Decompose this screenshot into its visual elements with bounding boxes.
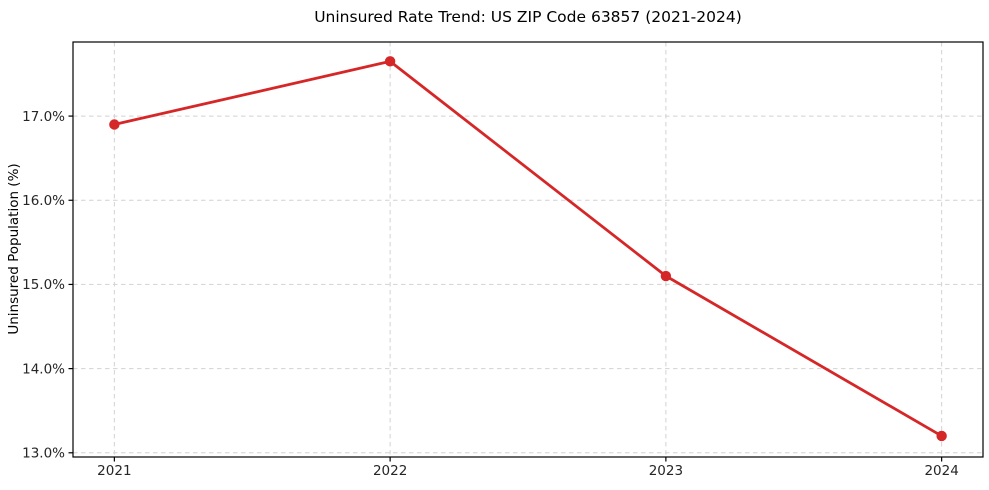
x-tick-label: 2021	[97, 463, 131, 479]
data-point-2022	[384, 56, 396, 67]
y-tick-label: 17.0%	[22, 109, 65, 125]
trend-line	[112, 59, 944, 438]
y-tick-label: 14.0%	[22, 361, 65, 377]
x-tick-label: 2023	[649, 463, 683, 479]
data-point-2024	[936, 430, 947, 442]
y-tick-label: 13.0%	[22, 446, 65, 462]
y-tick-label: 16.0%	[22, 193, 65, 209]
data-point-2021	[109, 119, 120, 130]
x-tick-label: 2024	[924, 463, 958, 479]
plot-border	[72, 41, 984, 458]
data-point-2023	[660, 270, 672, 282]
x-tick-label: 2022	[373, 463, 407, 479]
chart-title: Uninsured Rate Trend: US ZIP Code 63857 …	[314, 8, 742, 26]
y-tick-label: 15.0%	[22, 277, 65, 293]
